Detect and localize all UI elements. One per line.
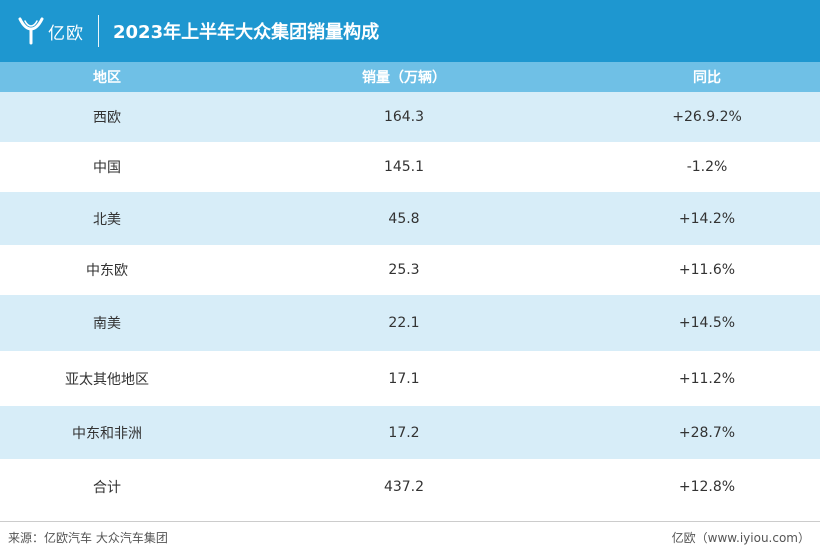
yoy-cell: +28.7% — [594, 406, 820, 459]
region-cell: 合计 — [0, 459, 214, 514]
sales-cell: 17.2 — [214, 406, 594, 459]
region-cell: 西欧 — [0, 92, 214, 142]
region-cell: 亚太其他地区 — [0, 351, 214, 406]
table-row: 中国 145.1 -1.2% — [0, 142, 820, 192]
sales-cell: 22.1 — [214, 295, 594, 351]
column-header-sales: 销量（万辆） — [214, 62, 594, 92]
sales-cell: 17.1 — [214, 351, 594, 406]
sales-cell: 437.2 — [214, 459, 594, 514]
sales-table: 地区 销量（万辆） 同比 西欧 164.3 +26.9.2% 中国 145.1 -1.2%… — [0, 62, 820, 514]
header-bar: 亿欧 2023年上半年大众集团销量构成 — [0, 0, 820, 62]
sales-cell: 45.8 — [214, 192, 594, 245]
sales-cell: 25.3 — [214, 245, 594, 295]
region-cell: 中东欧 — [0, 245, 214, 295]
region-cell: 北美 — [0, 192, 214, 245]
footer-divider — [0, 521, 820, 522]
sales-cell: 164.3 — [214, 92, 594, 142]
region-cell: 中东和非洲 — [0, 406, 214, 459]
source-note: 来源：亿欧汽车 大众汽车集团 — [8, 531, 168, 545]
table-row: 北美 45.8 +14.2% — [0, 192, 820, 245]
table-row: 西欧 164.3 +26.9.2% — [0, 92, 820, 142]
column-header-yoy: 同比 — [594, 62, 820, 92]
yoy-cell: -1.2% — [594, 142, 820, 192]
yoy-cell: +26.9.2% — [594, 92, 820, 142]
logo: 亿欧 — [18, 0, 84, 62]
yoy-cell: +14.5% — [594, 295, 820, 351]
credit-note: 亿欧（www.iyiou.com） — [671, 531, 810, 545]
yoy-cell: +11.6% — [594, 245, 820, 295]
footer: 来源：亿欧汽车 大众汽车集团 亿欧（www.iyiou.com） — [0, 521, 820, 551]
column-header-region: 地区 — [0, 62, 214, 92]
yoy-cell: +11.2% — [594, 351, 820, 406]
table-header-row: 地区 销量（万辆） 同比 — [0, 62, 820, 92]
yoy-cell: +12.8% — [594, 459, 820, 514]
table-row: 中东和非洲 17.2 +28.7% — [0, 406, 820, 459]
header-divider — [98, 15, 99, 47]
logo-text: 亿欧 — [48, 23, 84, 44]
region-cell: 中国 — [0, 142, 214, 192]
table-row: 亚太其他地区 17.1 +11.2% — [0, 351, 820, 406]
sales-cell: 145.1 — [214, 142, 594, 192]
table-row: 中东欧 25.3 +11.6% — [0, 245, 820, 295]
table-row: 合计 437.2 +12.8% — [0, 459, 820, 514]
region-cell: 南美 — [0, 295, 214, 351]
yiou-logo-icon — [18, 17, 44, 45]
table-body: 西欧 164.3 +26.9.2% 中国 145.1 -1.2% 北美 45.8 +14.2% 中… — [0, 92, 820, 514]
yoy-cell: +14.2% — [594, 192, 820, 245]
table-row: 南美 22.1 +14.5% — [0, 295, 820, 351]
page-title: 2023年上半年大众集团销量构成 — [113, 22, 380, 43]
